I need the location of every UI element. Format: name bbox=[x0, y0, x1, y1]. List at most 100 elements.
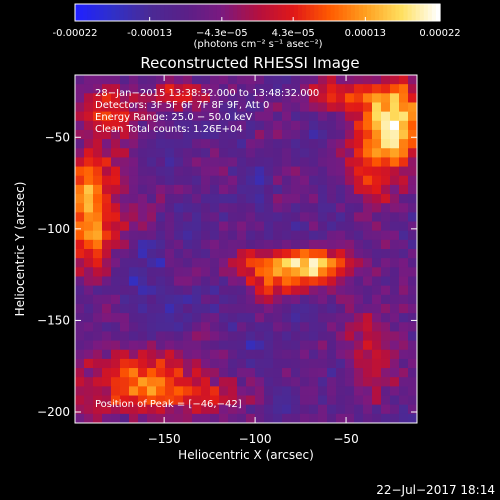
heatmap-cell bbox=[84, 230, 94, 241]
heatmap-cell bbox=[363, 368, 373, 378]
detectors-label: Detectors: 3F 5F 6F 7F 8F 9F, Att 0 bbox=[95, 100, 269, 111]
heatmap-cell bbox=[282, 203, 292, 213]
heatmap-cell bbox=[273, 377, 283, 387]
heatmap-cell bbox=[210, 340, 220, 351]
heatmap-cell bbox=[219, 148, 229, 158]
heatmap-cell bbox=[93, 377, 103, 387]
heatmap-cell bbox=[336, 267, 346, 277]
heatmap-cell bbox=[237, 331, 247, 342]
chart-title: Reconstructed RHESSI Image bbox=[140, 54, 359, 72]
colorbar-cell bbox=[289, 4, 295, 21]
heatmap-cell bbox=[372, 413, 382, 424]
y-tick-label: −100 bbox=[37, 222, 70, 236]
heatmap-cell bbox=[282, 386, 292, 397]
heatmap-cell bbox=[363, 175, 373, 186]
heatmap-cell bbox=[246, 377, 256, 387]
heatmap-cell bbox=[363, 203, 373, 213]
heatmap-cell bbox=[219, 139, 229, 149]
heatmap-cell bbox=[165, 358, 175, 369]
heatmap-cell bbox=[129, 84, 139, 94]
heatmap-cell bbox=[336, 129, 346, 140]
heatmap-cell bbox=[318, 404, 328, 415]
heatmap-cell bbox=[327, 75, 337, 85]
heatmap-cell bbox=[408, 157, 418, 168]
heatmap-cell bbox=[390, 84, 400, 94]
footer-timestamp: 22−Jul−2017 18:14 bbox=[376, 483, 495, 497]
colorbar-cell bbox=[164, 4, 169, 21]
heatmap-cell bbox=[138, 75, 148, 85]
heatmap-cell bbox=[174, 239, 184, 250]
heatmap-cell bbox=[327, 175, 337, 186]
heatmap-cell bbox=[174, 404, 184, 415]
heatmap-cell bbox=[219, 230, 229, 241]
heatmap-cell bbox=[300, 258, 310, 268]
heatmap-cell bbox=[138, 249, 148, 259]
heatmap-cell bbox=[138, 313, 148, 323]
heatmap-cell bbox=[291, 303, 301, 314]
heatmap-cell bbox=[336, 358, 346, 369]
heatmap-cell bbox=[192, 93, 202, 103]
heatmap-cell bbox=[318, 194, 328, 204]
heatmap-cell bbox=[255, 276, 265, 287]
heatmap-cell bbox=[345, 184, 355, 195]
heatmap-cell bbox=[363, 285, 373, 296]
colorbar-cell bbox=[265, 4, 271, 21]
heatmap-cell bbox=[246, 276, 256, 287]
heatmap-cell bbox=[408, 148, 418, 158]
heatmap-cell bbox=[228, 139, 238, 149]
heatmap-cell bbox=[318, 258, 328, 268]
heatmap-cell bbox=[174, 303, 184, 314]
heatmap-cell bbox=[336, 84, 346, 94]
heatmap-cell bbox=[291, 102, 301, 113]
heatmap-cell bbox=[93, 313, 103, 323]
heatmap-cell bbox=[309, 285, 319, 296]
heatmap-cell bbox=[147, 239, 157, 250]
heatmap-cell bbox=[273, 340, 283, 351]
heatmap-cell bbox=[156, 102, 166, 113]
heatmap-cell bbox=[264, 313, 274, 323]
heatmap-cell bbox=[102, 368, 112, 378]
heatmap-cell bbox=[354, 166, 364, 177]
heatmap-cell bbox=[309, 358, 319, 369]
heatmap-cell bbox=[75, 157, 85, 168]
heatmap-cell bbox=[183, 111, 193, 122]
heatmap-cell bbox=[183, 377, 193, 387]
heatmap-cell bbox=[228, 377, 238, 387]
heatmap-cell bbox=[165, 322, 175, 332]
heatmap-cell bbox=[273, 184, 283, 195]
heatmap-cell bbox=[381, 139, 391, 149]
heatmap-cell bbox=[183, 386, 193, 397]
heatmap-cell bbox=[354, 313, 364, 323]
heatmap-cell bbox=[237, 157, 247, 168]
heatmap-cell bbox=[237, 148, 247, 158]
heatmap-cell bbox=[363, 157, 373, 168]
heatmap-cell bbox=[345, 368, 355, 378]
heatmap-cell bbox=[255, 395, 265, 406]
heatmap-cell bbox=[309, 221, 319, 232]
heatmap-cell bbox=[129, 139, 139, 149]
heatmap-cell bbox=[354, 184, 364, 195]
heatmap-cell bbox=[291, 148, 301, 158]
heatmap-cell bbox=[345, 84, 355, 94]
heatmap-cell bbox=[183, 139, 193, 149]
heatmap-cell bbox=[273, 120, 283, 131]
heatmap-cell bbox=[201, 386, 211, 397]
heatmap-cell bbox=[147, 358, 157, 369]
heatmap-cell bbox=[345, 239, 355, 250]
heatmap-cell bbox=[282, 111, 292, 122]
colorbar-cell bbox=[310, 4, 315, 21]
heatmap-cell bbox=[156, 358, 166, 369]
heatmap-cell bbox=[354, 230, 364, 241]
heatmap-cell bbox=[336, 93, 346, 103]
heatmap-cell bbox=[138, 93, 148, 103]
heatmap-cell bbox=[318, 184, 328, 195]
heatmap-cell bbox=[84, 294, 94, 305]
heatmap-cell bbox=[246, 93, 256, 103]
heatmap-cell bbox=[93, 93, 103, 103]
heatmap-cell bbox=[183, 129, 193, 140]
colorbar-cell bbox=[156, 4, 161, 21]
heatmap-cell bbox=[309, 184, 319, 195]
heatmap-cell bbox=[408, 294, 418, 305]
heatmap-cell bbox=[147, 75, 157, 85]
heatmap-cell bbox=[399, 358, 409, 369]
